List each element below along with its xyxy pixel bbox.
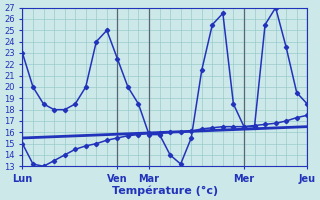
X-axis label: Température (°c): Température (°c) bbox=[112, 185, 218, 196]
